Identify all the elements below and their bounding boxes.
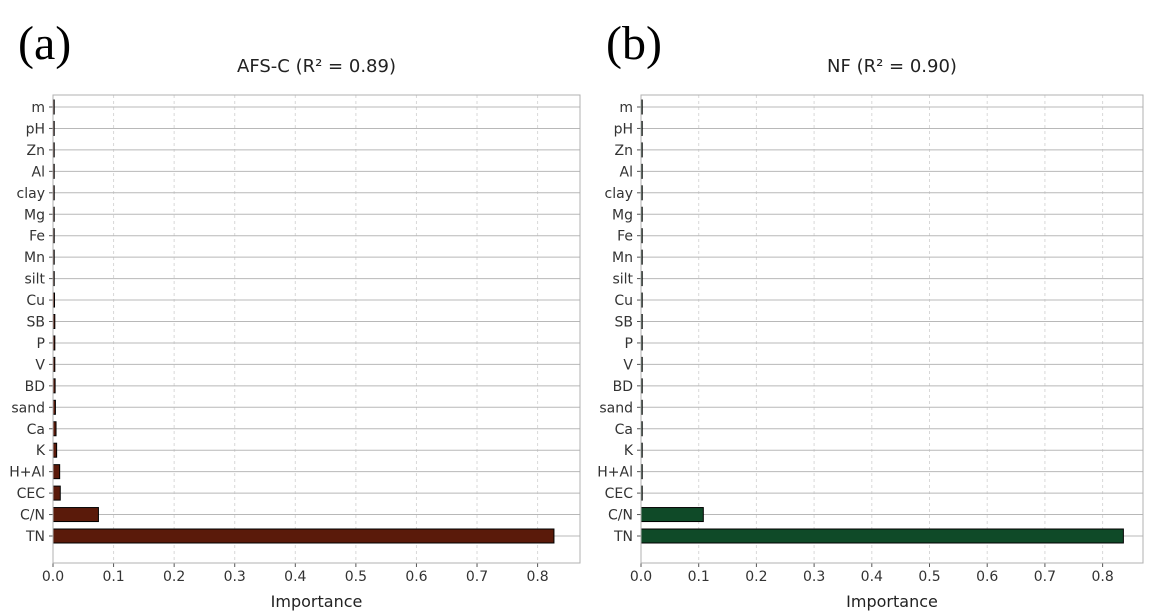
chart-title: AFS-C (R² = 0.89) [237, 56, 396, 77]
y-tick-label-m: m [31, 100, 45, 116]
x-tick-label: 0.3 [803, 569, 825, 585]
x-tick-label: 0.6 [405, 569, 427, 585]
bar-cec [52, 485, 61, 501]
y-tick-label-ph: pH [614, 121, 633, 137]
x-axis-label: Importance [846, 592, 938, 611]
y-tick-label-mn: Mn [24, 250, 45, 266]
x-tick-label: 0.5 [918, 569, 940, 585]
y-tick-label-h-al: H+Al [9, 465, 45, 481]
x-tick-label: 0.1 [688, 569, 710, 585]
y-tick-label-bd: BD [25, 379, 45, 395]
x-tick-label: 0.7 [1034, 569, 1056, 585]
y-tick-label-k: K [624, 443, 634, 459]
y-tick-label-k: K [36, 443, 46, 459]
y-tick-label-cec: CEC [605, 486, 634, 502]
panel-letter-a: (a) [18, 17, 72, 70]
y-tick-label-c-n: C/N [608, 508, 633, 524]
chart-nf: 0.0 0.1 0.2 0.3 0.4 0.5 0.6 0.7 0.8 m pH Zn Al clay Mg… [597, 56, 1144, 611]
y-tick-label-cu: Cu [26, 293, 45, 309]
y-tick-label-v: V [35, 357, 45, 373]
x-tick-label: 0.3 [224, 569, 246, 585]
bar-tn [52, 528, 555, 544]
x-axis-label: Importance [271, 592, 363, 611]
y-tick-label-v: V [623, 357, 633, 373]
y-tick-label-cu: Cu [614, 293, 633, 309]
x-tick-label: 0.0 [630, 569, 652, 585]
y-tick-label-al: Al [32, 164, 45, 180]
y-tick-label-mn: Mn [612, 250, 633, 266]
y-tick-label-mg: Mg [612, 207, 633, 223]
y-tick-label-cec: CEC [17, 486, 46, 502]
y-tick-label-bd: BD [613, 379, 633, 395]
x-tick-label: 0.8 [526, 569, 548, 585]
y-tick-label-sb: SB [27, 315, 46, 331]
y-tick-label-al: Al [620, 164, 633, 180]
x-tick-label: 0.2 [163, 569, 185, 585]
panel-letter-b: (b) [606, 17, 662, 70]
bar-h-al [52, 464, 61, 480]
x-tick-label: 0.4 [861, 569, 883, 585]
y-tick-label-fe: Fe [617, 229, 633, 245]
y-tick-label-ph: pH [26, 121, 45, 137]
y-tick-label-mg: Mg [24, 207, 45, 223]
x-tick-label: 0.0 [42, 569, 64, 585]
y-tick-label-clay: clay [605, 186, 633, 202]
x-tick-label: 0.2 [745, 569, 767, 585]
y-tick-label-zn: Zn [27, 143, 45, 159]
y-tick-label-ca: Ca [27, 422, 45, 438]
x-tick-label: 0.4 [284, 569, 306, 585]
bar-k [52, 442, 58, 458]
x-tick-label: 0.8 [1091, 569, 1113, 585]
x-tick-label: 0.5 [345, 569, 367, 585]
x-tick-label: 0.7 [466, 569, 488, 585]
bar-tn [640, 528, 1124, 544]
y-tick-label-tn: TN [25, 529, 45, 545]
y-tick-label-fe: Fe [29, 229, 45, 245]
bar-c-n [52, 507, 99, 523]
y-tick-label-silt: silt [612, 272, 633, 288]
bar-c-n [640, 507, 704, 523]
chart-afs-c: 0.0 0.1 0.2 0.3 0.4 0.5 0.6 0.7 0.8 m pH Zn Al clay Mg… [9, 56, 581, 611]
y-tick-label-zn: Zn [615, 143, 633, 159]
y-tick-label-sand: sand [599, 400, 633, 416]
plot-frame [640, 94, 1144, 564]
x-tick-label: 0.1 [102, 569, 124, 585]
y-tick-label-tn: TN [613, 529, 633, 545]
y-tick-label-sb: SB [615, 315, 634, 331]
y-tick-label-m: m [619, 100, 633, 116]
y-tick-label-p: P [37, 336, 45, 352]
y-tick-label-clay: clay [17, 186, 45, 202]
y-tick-label-sand: sand [11, 400, 45, 416]
y-tick-label-silt: silt [24, 272, 45, 288]
x-tick-label: 0.6 [976, 569, 998, 585]
plot-frame [52, 94, 581, 564]
y-tick-label-h-al: H+Al [597, 465, 633, 481]
y-tick-label-p: P [625, 336, 633, 352]
y-tick-label-ca: Ca [615, 422, 633, 438]
y-tick-label-c-n: C/N [20, 508, 45, 524]
chart-title: NF (R² = 0.90) [827, 56, 957, 77]
